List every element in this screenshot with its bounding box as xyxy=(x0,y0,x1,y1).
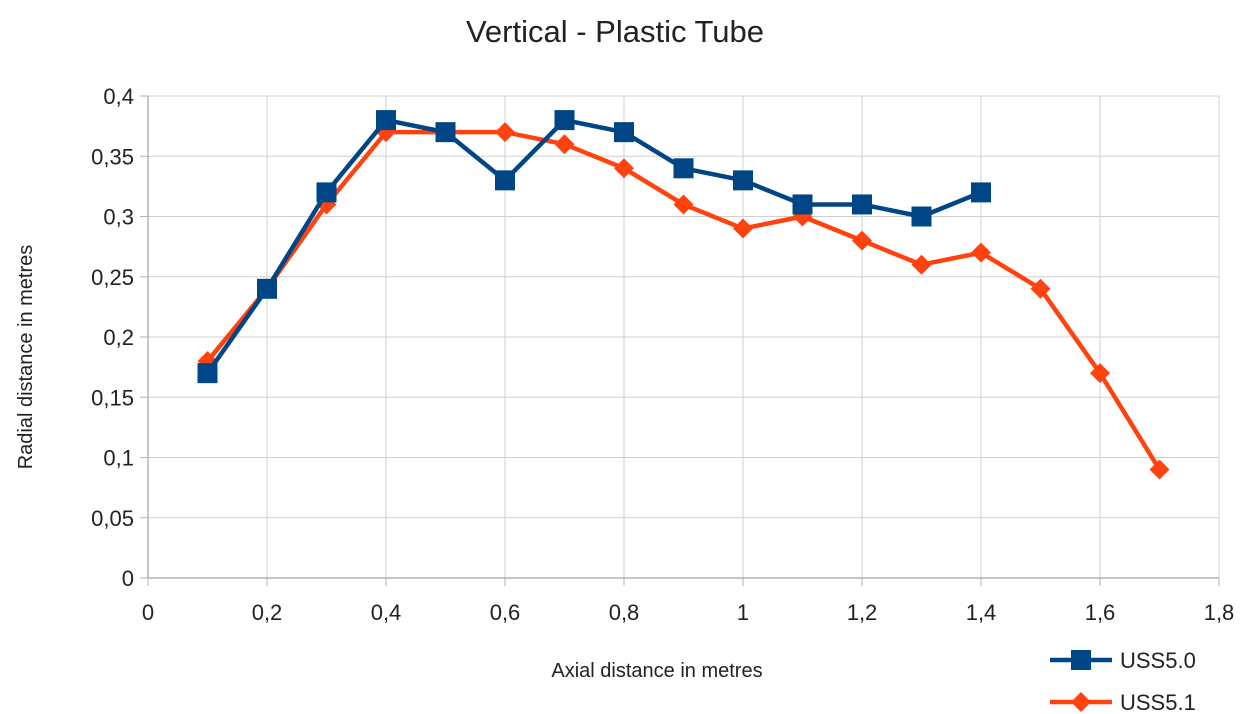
chart-title: Vertical - Plastic Tube xyxy=(466,14,764,49)
data-point xyxy=(257,278,277,299)
x-tick-labels: 0 0,2 0,4 0,6 0,8 1 1,2 1,4 1,6 1,8 xyxy=(142,600,1234,625)
legend-label: USS5.1 xyxy=(1120,690,1196,714)
data-point xyxy=(792,194,813,215)
y-tick-label: 0,3 xyxy=(103,205,134,230)
data-point xyxy=(911,206,932,227)
data-point xyxy=(852,230,872,251)
data-point xyxy=(911,254,932,275)
y-tick-label: 0,35 xyxy=(91,144,134,169)
x-tick-label: 0,6 xyxy=(490,600,521,625)
data-point xyxy=(376,110,396,131)
legend-item: USS5.0 xyxy=(1050,648,1196,673)
data-point xyxy=(614,158,634,179)
legend: USS5.0 USS5.1 xyxy=(1050,648,1196,714)
data-point xyxy=(1090,363,1110,384)
data-point xyxy=(733,218,753,239)
data-point xyxy=(673,158,694,179)
data-point xyxy=(733,170,753,191)
y-tick-label: 0,15 xyxy=(91,385,134,410)
series-layer xyxy=(197,110,1170,480)
data-point xyxy=(435,122,456,143)
x-tick-label: 1,2 xyxy=(847,600,878,625)
data-point xyxy=(316,182,337,203)
x-tick-label: 1,4 xyxy=(966,600,997,625)
legend-swatch-marker xyxy=(1071,650,1091,670)
axes xyxy=(140,95,1220,586)
data-point xyxy=(971,242,991,263)
y-tick-label: 0,2 xyxy=(103,325,134,350)
y-tick-label: 0,1 xyxy=(103,446,134,471)
data-point xyxy=(852,194,872,215)
x-axis-label: Axial distance in metres xyxy=(551,660,762,682)
y-tick-label: 0,4 xyxy=(103,84,134,109)
legend-label: USS5.0 xyxy=(1120,648,1196,673)
data-point xyxy=(495,122,515,143)
x-tick-label: 1 xyxy=(737,600,749,625)
data-point xyxy=(197,363,218,384)
legend-item: USS5.1 xyxy=(1050,690,1196,714)
legend-swatch-marker xyxy=(1071,692,1091,712)
x-tick-label: 1,8 xyxy=(1204,600,1235,625)
data-point xyxy=(554,110,575,131)
series-line xyxy=(205,129,1162,471)
x-tick-label: 0,4 xyxy=(371,600,402,625)
data-point xyxy=(614,122,634,143)
data-point xyxy=(1149,459,1170,480)
y-tick-label: 0 xyxy=(122,566,134,591)
series-uss5-0 xyxy=(197,110,991,384)
data-point xyxy=(971,182,991,203)
y-axis-label: Radial distance in metres xyxy=(15,245,37,470)
x-tick-label: 1,6 xyxy=(1085,600,1116,625)
data-point xyxy=(554,134,575,155)
y-tick-label: 0,05 xyxy=(91,506,134,531)
x-tick-label: 0 xyxy=(142,600,154,625)
y-tick-labels: 0 0,05 0,1 0,15 0,2 0,25 0,3 0,35 0,4 xyxy=(91,84,134,591)
x-tick-label: 0,8 xyxy=(609,600,640,625)
data-point xyxy=(673,194,694,215)
data-point xyxy=(1030,278,1051,299)
data-point xyxy=(495,170,515,191)
y-tick-label: 0,25 xyxy=(91,265,134,290)
x-tick-label: 0,2 xyxy=(252,600,283,625)
